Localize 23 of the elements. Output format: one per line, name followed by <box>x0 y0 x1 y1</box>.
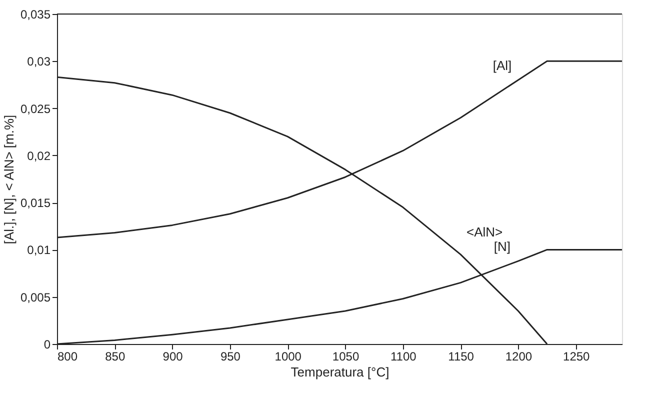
y-tick-label: 0,005 <box>20 290 51 304</box>
y-tick-label: 0 <box>44 338 51 352</box>
series-label: [N] <box>494 239 511 254</box>
x-tick-label: 1200 <box>505 350 532 364</box>
y-tick-label: 0,02 <box>27 148 51 163</box>
x-tick-label: 950 <box>220 350 241 364</box>
y-axis-title: [Al.], [N], < AlN> [m.%] <box>1 114 16 244</box>
x-tick-label: 850 <box>105 350 126 364</box>
y-tick-label: 0,01 <box>27 243 51 258</box>
y-tick-label: 0,035 <box>20 8 51 22</box>
x-tick-label: 1050 <box>332 350 360 364</box>
x-axis-title: Temperatura [°C] <box>290 364 390 380</box>
y-tick-label: 0,025 <box>20 102 51 116</box>
x-tick-label: 1000 <box>274 350 302 364</box>
y-tick-label: 0,03 <box>27 54 51 69</box>
x-tick-label: 1250 <box>563 350 590 364</box>
x-tick-label: 900 <box>162 350 184 364</box>
x-tick-label: 800 <box>58 350 78 364</box>
series-label: <AlN> <box>466 224 503 240</box>
series-label: [Al] <box>492 58 512 73</box>
y-tick-label: 0,015 <box>20 196 51 210</box>
x-tick-label: 1150 <box>448 350 474 364</box>
x-tick-label: 1100 <box>390 350 417 364</box>
